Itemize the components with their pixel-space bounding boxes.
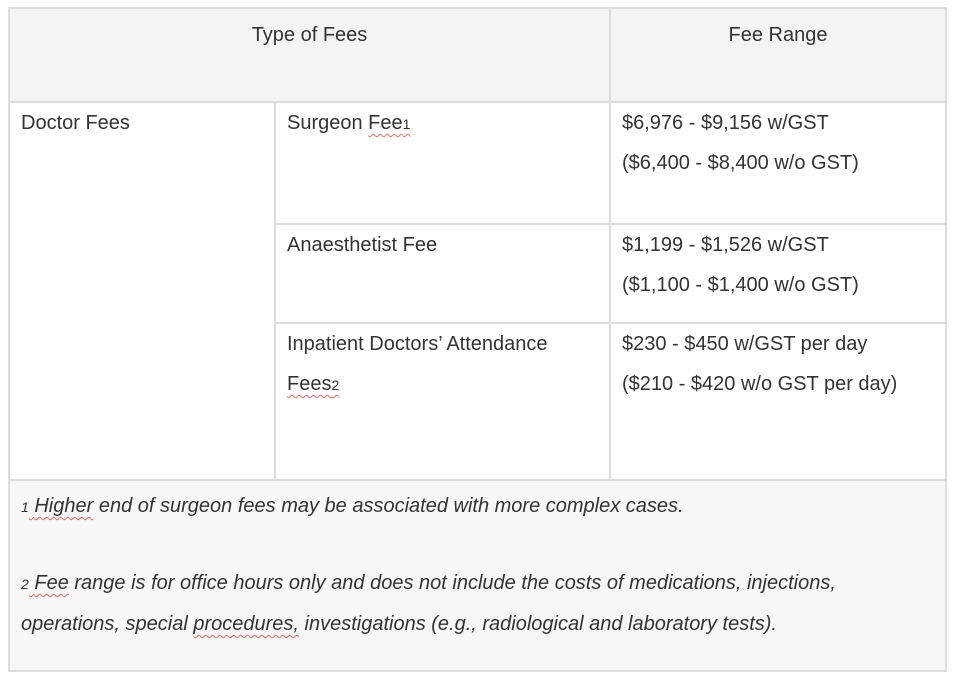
anaesthetist-fee-label: Anaesthetist Fee — [274, 223, 611, 324]
table-row-inpatient: Inpatient Doctors’ Attendance Fees2 $230… — [9, 322, 947, 481]
footnote-2: 2 Fee range is for office hours only and… — [21, 563, 934, 644]
footnote-1-lead-text: Higher — [34, 495, 94, 517]
category-doctor-fees: Doctor Fees — [8, 101, 276, 481]
inpatient-fee-label: Inpatient Doctors’ Attendance Fees2 — [274, 322, 611, 481]
footnote-2-text-a: range is for office hours only and does … — [21, 572, 836, 635]
surgeon-fee-label: Surgeon Fee1 — [287, 112, 411, 134]
header-fee-range: Fee Range — [609, 7, 947, 103]
table-row-notes: 1 Higher end of surgeon fees may be asso… — [8, 479, 947, 672]
anaesthetist-fee-with-gst: $1,199 - $1,526 w/GST — [622, 234, 829, 256]
surgeon-fee-range: $6,976 - $9,156 w/GST ($6,400 - $8,400 w… — [609, 101, 947, 225]
table-row-anaesthetist: Anaesthetist Fee $1,199 - $1,526 w/GST (… — [9, 223, 947, 324]
footnote-1-number: 1 — [21, 499, 29, 515]
inpatient-fee-label-line2: Fees2 — [287, 364, 598, 405]
inpatient-fee-label-line1: Inpatient Doctors’ Attendance — [287, 333, 548, 355]
fees-text: Fees — [287, 373, 332, 395]
footnote-2-lead: Fee — [29, 572, 69, 594]
doctor-fees-table: Type of Fees Fee Range Doctor Fees Surge… — [8, 7, 947, 672]
inpatient-fee-with-gst: $230 - $450 w/GST per day — [622, 333, 868, 355]
surgeon-fee-without-gst: ($6,400 - $8,400 w/o GST) — [622, 152, 859, 174]
footnote-1-text: end of surgeon fees may be associated wi… — [93, 495, 684, 517]
footnote-ref-2: 2 — [331, 377, 340, 393]
header-type-of-fees: Type of Fees — [8, 7, 611, 103]
footnote-1-lead: Higher — [29, 495, 93, 517]
surgeon-fee-cell: Surgeon Fee1 — [274, 101, 611, 225]
inpatient-fee-without-gst: ($210 - $420 w/o GST per day) — [622, 373, 898, 395]
footnote-ref-1: 1 — [402, 116, 411, 132]
table-row-surgeon: Doctor Fees Surgeon Fee1 $6,976 - $9,156… — [8, 101, 947, 481]
inpatient-fee-range: $230 - $450 w/GST per day ($210 - $420 w… — [609, 322, 947, 481]
surgeon-fee-word: Fee1 — [368, 112, 411, 134]
anaesthetist-fee-without-gst: ($1,100 - $1,400 w/o GST) — [622, 274, 859, 296]
anaesthetist-fee-range: $1,199 - $1,526 w/GST ($1,100 - $1,400 w… — [609, 223, 947, 324]
footnote-2-text-b: investigations (e.g., radiological and l… — [298, 613, 777, 635]
footnote-2-procedures: procedures, — [193, 613, 299, 635]
fees-word: Fees2 — [287, 373, 339, 395]
table-header-row: Type of Fees Fee Range — [8, 7, 947, 103]
footnotes-cell: 1 Higher end of surgeon fees may be asso… — [8, 479, 947, 672]
footnote-2-lead-text: Fee — [34, 572, 69, 594]
footnote-1: 1 Higher end of surgeon fees may be asso… — [21, 486, 934, 527]
surgeon-fee-with-gst: $6,976 - $9,156 w/GST — [622, 112, 829, 134]
footnote-2-number: 2 — [21, 576, 29, 592]
